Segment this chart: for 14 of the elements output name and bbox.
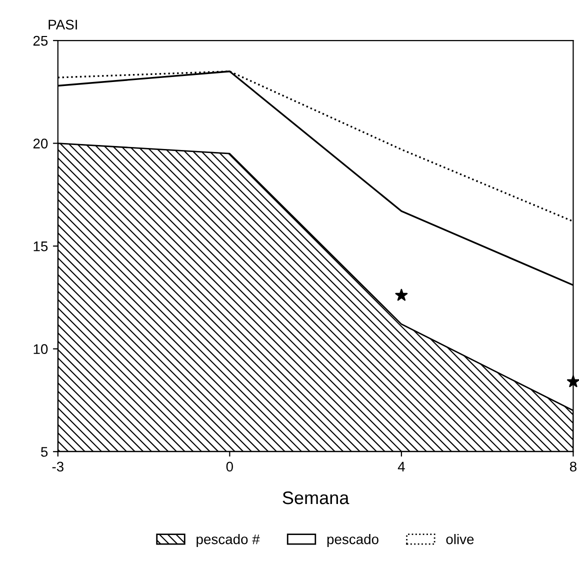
y-tick-label: 5 [41,447,48,457]
legend-label: pescado # [196,534,260,547]
x-axis-title: Semana [282,491,350,504]
x-tick-label: 8 [570,462,576,472]
y-tick-label: 25 [33,36,48,46]
y-tick-label: 20 [33,138,48,148]
legend-label: pescado [327,534,378,547]
legend-label: olive [446,534,474,544]
y-tick-label: 10 [34,344,48,354]
y-tick-label: 15 [34,242,48,252]
x-tick-label: -3 [52,462,64,472]
x-tick-label: 4 [398,462,405,472]
y-axis-title: PASI [48,20,77,30]
x-tick-label: 0 [226,462,233,472]
